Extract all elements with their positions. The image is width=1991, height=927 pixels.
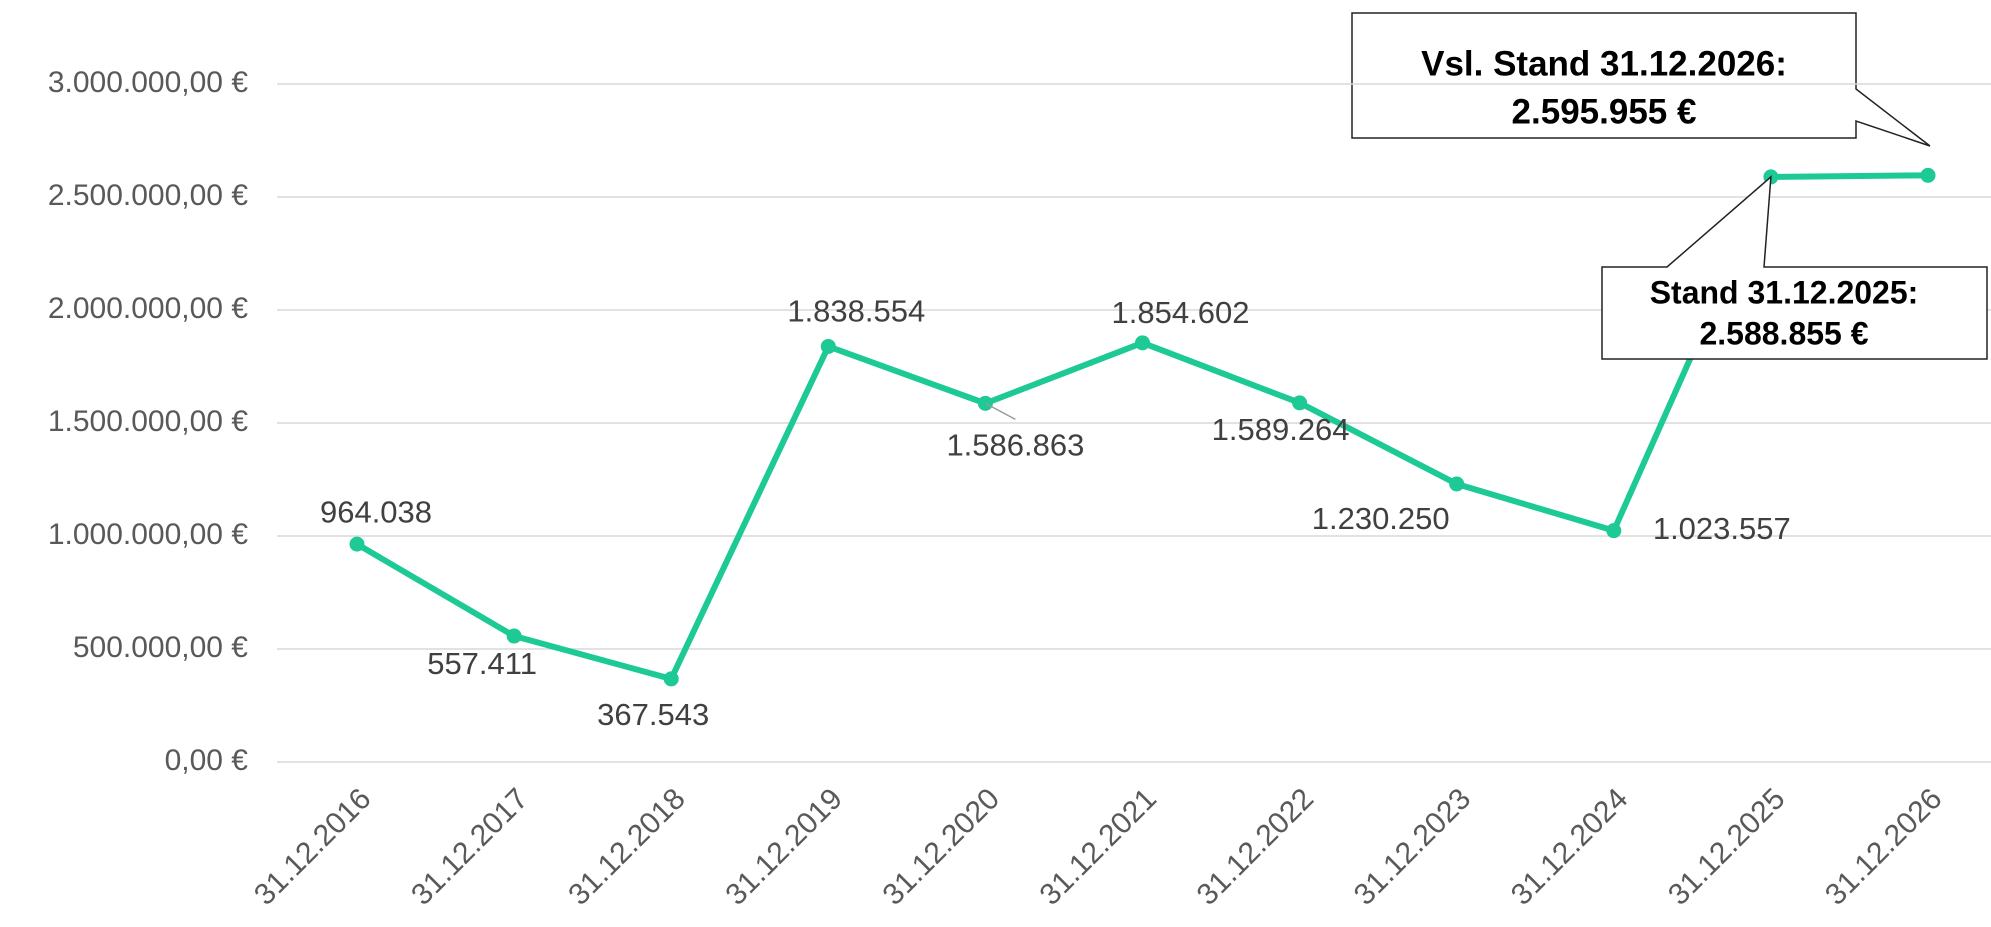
y-tick-label: 2.000.000,00 €: [48, 292, 249, 325]
data-label: 964.038: [320, 494, 432, 529]
callout-box: [1601, 175, 1988, 360]
callout-text: 2.588.855 €: [1699, 315, 1868, 351]
callout-box: [1351, 12, 1931, 147]
data-label: 1.838.554: [787, 294, 925, 329]
data-label: 1.230.250: [1312, 501, 1450, 536]
x-tick-label: 31.12.2019: [719, 782, 849, 912]
x-tick-label: 31.12.2018: [562, 782, 692, 912]
data-label: 1.586.863: [946, 428, 1084, 463]
x-tick-label: 31.12.2026: [1819, 782, 1949, 912]
callout-text: Stand 31.12.2025:: [1650, 274, 1919, 310]
data-point: [663, 671, 679, 687]
y-tick-label: 500.000,00 €: [73, 631, 248, 664]
data-point: [1449, 476, 1465, 492]
callout-2025: Stand 31.12.2025: 2.588.855 €: [1601, 175, 1988, 360]
y-tick-label: 0,00 €: [165, 744, 249, 777]
data-point: [506, 628, 522, 644]
data-label: 1.854.602: [1112, 295, 1250, 330]
y-tick-label: 3.000.000,00 €: [48, 66, 249, 99]
y-tick-label: 1.000.000,00 €: [48, 518, 249, 551]
x-tick-label: 31.12.2016: [248, 782, 378, 912]
data-point: [820, 338, 836, 354]
y-tick-label: 2.500.000,00 €: [48, 179, 249, 212]
data-point: [349, 536, 365, 552]
x-tick-label: 31.12.2025: [1662, 782, 1792, 912]
data-point: [1606, 523, 1622, 539]
callout-2026: Vsl. Stand 31.12.2026: 2.595.955 €: [1351, 12, 1931, 147]
data-point: [1135, 335, 1150, 351]
data-point: [1920, 167, 1936, 183]
x-tick-label: 31.12.2021: [1034, 782, 1164, 912]
y-tick-label: 1.500.000,00 €: [48, 405, 249, 438]
data-point: [1292, 395, 1308, 411]
callout-text: 2.595.955 €: [1512, 92, 1697, 131]
data-label: 367.543: [597, 697, 709, 732]
callout-text: Vsl. Stand 31.12.2026:: [1421, 44, 1787, 83]
x-tick-label: 31.12.2024: [1505, 782, 1635, 912]
x-tick-label: 31.12.2023: [1348, 782, 1478, 912]
x-tick-label: 31.12.2022: [1191, 782, 1321, 912]
data-label: 557.411: [427, 646, 537, 681]
x-tick-label: 31.12.2020: [876, 782, 1006, 912]
leader-line: [985, 402, 1016, 421]
data-label: 1.589.264: [1212, 412, 1350, 447]
x-tick-label: 31.12.2017: [405, 782, 535, 912]
data-label: 1.023.557: [1653, 511, 1791, 546]
